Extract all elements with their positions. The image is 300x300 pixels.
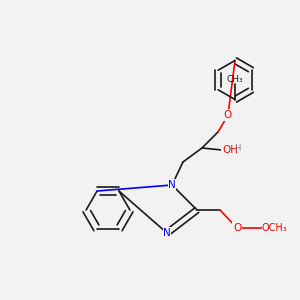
Text: O: O <box>224 110 232 120</box>
Text: N: N <box>163 228 171 238</box>
Text: OCH₃: OCH₃ <box>262 223 288 233</box>
Text: H: H <box>234 144 240 153</box>
Text: N: N <box>168 180 176 190</box>
Text: CH₃: CH₃ <box>227 75 243 84</box>
Text: O: O <box>233 223 241 233</box>
Text: OH: OH <box>222 145 238 155</box>
